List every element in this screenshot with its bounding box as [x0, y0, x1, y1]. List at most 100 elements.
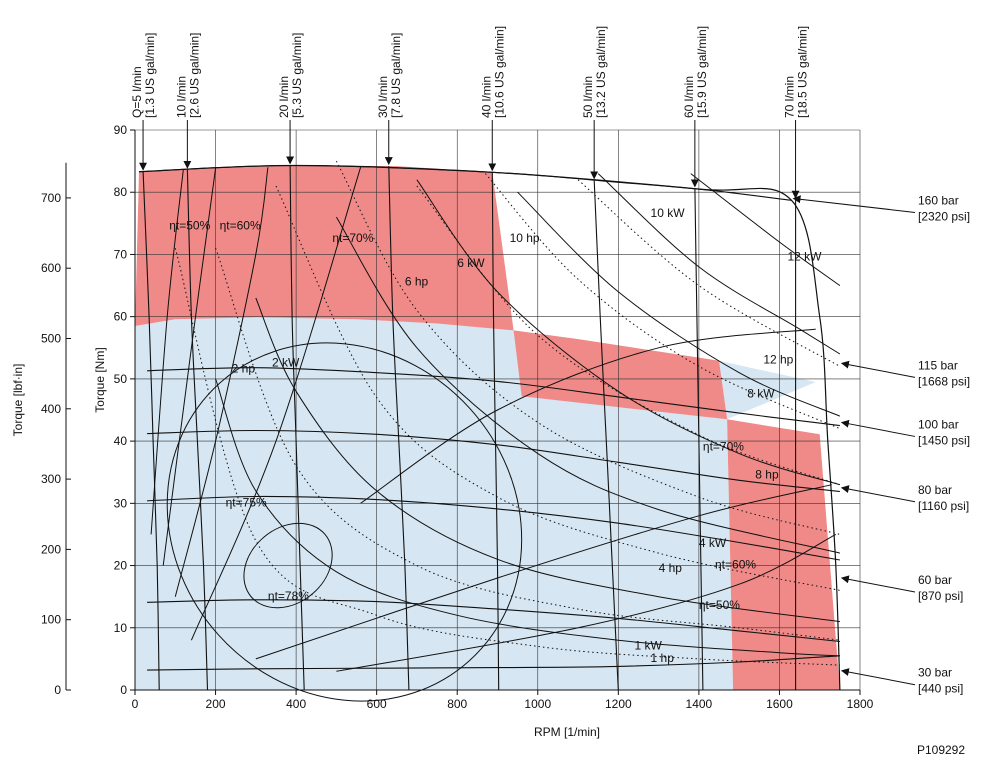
kw-power-curve [517, 191, 841, 417]
pressure-arrow [840, 668, 916, 686]
curve-annotation: ηt=75% [226, 495, 267, 509]
pressure-label: 30 bar [918, 666, 952, 680]
pressure-label-psi: [1160 psi] [918, 499, 969, 513]
continuous-operation-region [135, 317, 816, 690]
curve-annotation: 4 kW [699, 536, 727, 550]
pressure-label: 60 bar [918, 573, 952, 587]
labels-layer: Q=5 l/min [1.3 US gal/min] 10 l/min [2.6 US… [130, 26, 970, 696]
curve-annotation: 8 hp [755, 467, 779, 481]
pressure-label-psi: [870 psi] [918, 589, 963, 603]
curve-annotation: 4 hp [659, 561, 683, 575]
flow-label: 40 l/min [479, 76, 493, 118]
curve-annotation: ηt=70% [332, 231, 373, 245]
flow-label-us: [1.3 US gal/min] [143, 33, 157, 118]
x-tick-label: 1000 [524, 697, 551, 711]
curve-annotation: ηt=60% [220, 219, 261, 233]
kw-power-curve [215, 378, 840, 657]
kw-power-curve [255, 297, 840, 623]
y-tick-label: 80 [114, 185, 128, 199]
x-tick-label: 1600 [766, 697, 793, 711]
y2-tick-label: 200 [41, 542, 61, 556]
efficiency-contour-ellipse [243, 522, 333, 609]
curve-annotation: ηt=60% [715, 558, 756, 572]
y2-tick-label: 100 [41, 613, 61, 627]
hp-power-curve [577, 179, 841, 367]
pressure-curve [147, 429, 840, 493]
curve-annotation: 6 kW [457, 256, 485, 270]
hp-power-curve [275, 185, 841, 591]
pressure-label: 160 bar [918, 193, 959, 207]
flow-label-us: [18.5 US gal/min] [796, 26, 810, 118]
x-axis-title: RPM [1/min] [534, 725, 600, 739]
flow-label-us: [7.8 US gal/min] [389, 33, 403, 118]
max-operating-envelope [138, 164, 841, 691]
y2-tick-label: 700 [41, 191, 61, 205]
pressure-curve [147, 367, 840, 427]
flow-label: 60 l/min [682, 76, 696, 118]
intermittent-region-top [135, 165, 514, 331]
hp-power-curve [416, 185, 841, 486]
efficiency-fan-curve [150, 169, 184, 535]
y2-tick-label: 500 [41, 332, 61, 346]
efficiency-fan-curve [162, 167, 217, 566]
x-tick-label: 1400 [686, 697, 713, 711]
y-axis-title: Torque [Nm] [93, 347, 107, 412]
kw-power-curve [690, 173, 841, 287]
y-tick-label: 30 [114, 496, 128, 510]
pressure-arrow [840, 419, 916, 437]
y-tick-label: 90 [114, 123, 128, 137]
curve-annotation: 2 hp [232, 362, 256, 376]
curve-annotation: ηt=78% [268, 589, 309, 603]
y2-tick-label: 400 [41, 402, 61, 416]
hp-power-curve [485, 173, 841, 430]
kw-power-curve [416, 179, 841, 486]
curve-annotation: 1 kW [634, 639, 662, 653]
axes-layer: 0 200 400 600 800 1000 1200 1400 1600 18000102030… [41, 123, 874, 711]
y-tick-label: 60 [114, 310, 128, 324]
flow-line [491, 172, 500, 691]
y2-tick-label: 600 [41, 261, 61, 275]
y2-tick-label: 0 [54, 683, 61, 697]
pressure-arrow [792, 195, 916, 213]
flow-label-us: [13.2 US gal/min] [594, 26, 608, 118]
x-tick-label: 600 [367, 697, 387, 711]
intermittent-region-right [727, 419, 840, 690]
efficiency-fan-curve [336, 533, 837, 672]
curve-annotation: ηt=50% [699, 598, 740, 612]
x-tick-label: 400 [286, 697, 306, 711]
flow-label: 10 l/min [174, 76, 188, 118]
y-tick-label: 50 [114, 372, 128, 386]
flow-line [142, 171, 160, 691]
hp-power-curve [215, 248, 840, 641]
pressure-curve [147, 495, 840, 561]
pressure-arrow [840, 360, 916, 378]
curve-annotation: 10 kW [651, 206, 686, 220]
efficiency-fan-curve [174, 167, 269, 597]
pressure-label-psi: [1450 psi] [918, 433, 970, 447]
curve-annotation: 6 hp [405, 275, 429, 289]
pressure-label-psi: [440 psi] [918, 682, 963, 696]
pressure-label: 80 bar [918, 483, 952, 497]
x-tick-label: 1800 [847, 697, 874, 711]
kw-power-curve [597, 173, 841, 355]
curve-annotation: 1 hp [651, 651, 675, 665]
y2-tick-label: 300 [41, 472, 61, 486]
curves-layer [138, 160, 841, 702]
y-tick-label: 10 [114, 621, 128, 635]
kw-power-curve [335, 216, 841, 554]
efficiency-fan-curve [255, 484, 832, 660]
flow-label: 50 l/min [581, 76, 595, 118]
figure-id: P109292 [917, 743, 965, 757]
flow-line [593, 180, 619, 691]
curve-annotation: ηt=50% [169, 219, 210, 233]
flow-line [289, 165, 305, 691]
curve-annotation: 10 hp [510, 231, 540, 245]
flow-label-us: [5.3 US gal/min] [290, 33, 304, 118]
efficiency-contour-ellipse [166, 342, 523, 702]
flow-label-us: [2.6 US gal/min] [187, 33, 201, 118]
arrows-layer [139, 120, 916, 686]
efficiency-fan-curve [190, 167, 362, 641]
flow-label: 70 l/min [783, 76, 797, 118]
y2-axis-title: Torque [lbf·in] [11, 364, 25, 437]
